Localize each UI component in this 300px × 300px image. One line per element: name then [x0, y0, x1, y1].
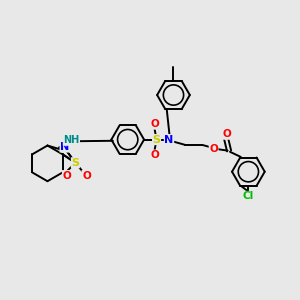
- Text: N: N: [60, 142, 69, 152]
- Text: S: S: [71, 158, 80, 168]
- Text: N: N: [164, 135, 174, 145]
- Text: S: S: [152, 135, 160, 145]
- Text: Cl: Cl: [243, 191, 254, 201]
- Text: O: O: [82, 171, 91, 181]
- Text: O: O: [150, 150, 159, 160]
- Text: O: O: [209, 143, 218, 154]
- Text: O: O: [150, 119, 159, 129]
- Text: O: O: [62, 171, 71, 181]
- Text: NH: NH: [63, 135, 80, 145]
- Text: O: O: [222, 129, 231, 139]
